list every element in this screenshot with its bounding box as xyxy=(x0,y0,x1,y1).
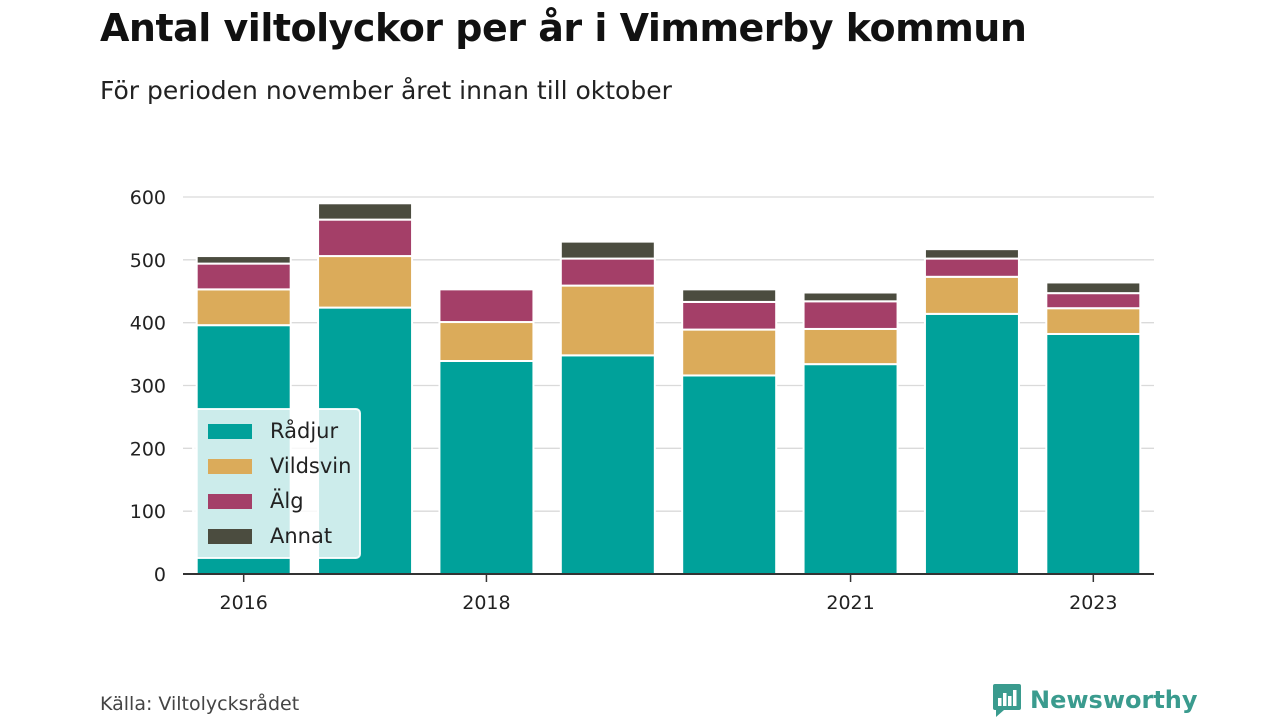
bar-segment[interactable] xyxy=(923,248,1020,260)
brand-logo[interactable]: Newsworthy xyxy=(992,682,1198,718)
y-tick-label: 600 xyxy=(130,187,166,209)
newsworthy-logo-icon xyxy=(993,684,1021,717)
bar-segment[interactable] xyxy=(1045,307,1142,335)
bar-segment[interactable] xyxy=(923,257,1020,278)
legend-box xyxy=(192,408,361,559)
legend-swatch xyxy=(208,529,252,544)
x-tick-label: 2018 xyxy=(462,592,510,614)
bar-segment[interactable] xyxy=(1045,332,1142,575)
bar-segment[interactable] xyxy=(559,257,656,287)
legend-swatch xyxy=(208,494,252,509)
legend-label: Älg xyxy=(270,488,304,513)
bar-segment[interactable] xyxy=(195,262,292,291)
legend-label: Rådjur xyxy=(270,418,338,443)
bar-segment[interactable] xyxy=(438,359,535,575)
bar-segment[interactable] xyxy=(681,300,778,331)
bar-segment[interactable] xyxy=(802,300,899,330)
legend-swatch xyxy=(208,459,252,474)
legend-label: Vildsvin xyxy=(270,454,351,478)
bar-segment[interactable] xyxy=(559,240,656,260)
x-tick-label: 2021 xyxy=(826,592,874,614)
bar-segment[interactable] xyxy=(317,255,414,309)
chart-subtitle: För perioden november året innan till ok… xyxy=(100,76,672,105)
bar-segment[interactable] xyxy=(317,202,414,221)
y-tick-label: 400 xyxy=(130,313,166,335)
bar-segment[interactable] xyxy=(438,321,535,362)
bar-segment[interactable] xyxy=(681,374,778,575)
legend-swatch xyxy=(208,424,252,439)
bar-segment[interactable] xyxy=(317,218,414,258)
bar-segment[interactable] xyxy=(559,354,656,575)
x-tick-label: 2016 xyxy=(220,592,268,614)
brand-name: Newsworthy xyxy=(1030,686,1198,714)
bar-segment[interactable] xyxy=(1045,292,1142,310)
y-tick-label: 0 xyxy=(154,564,166,586)
bar-segment[interactable] xyxy=(195,255,292,265)
bar-segment[interactable] xyxy=(923,275,1020,315)
y-tick-label: 100 xyxy=(130,501,166,523)
chart-title: Antal viltolyckor per år i Vimmerby komm… xyxy=(100,6,1027,50)
bar-segment[interactable] xyxy=(923,312,1020,575)
source-note: Källa: Viltolycksrådet xyxy=(100,693,300,715)
y-tick-label: 200 xyxy=(130,438,166,460)
x-tick-label: 2023 xyxy=(1069,592,1117,614)
bar-segment[interactable] xyxy=(802,327,899,366)
bar-segment[interactable] xyxy=(559,284,656,357)
bar-segment[interactable] xyxy=(195,288,292,327)
bar-segment[interactable] xyxy=(802,291,899,303)
y-tick-label: 300 xyxy=(130,376,166,398)
bar-segment[interactable] xyxy=(438,288,535,324)
bar-segment[interactable] xyxy=(1045,281,1142,295)
legend-label: Annat xyxy=(270,524,332,548)
bar-segment[interactable] xyxy=(802,363,899,575)
bar-segment[interactable] xyxy=(681,328,778,377)
y-tick-label: 500 xyxy=(130,250,166,272)
bar-segment[interactable] xyxy=(681,288,778,303)
